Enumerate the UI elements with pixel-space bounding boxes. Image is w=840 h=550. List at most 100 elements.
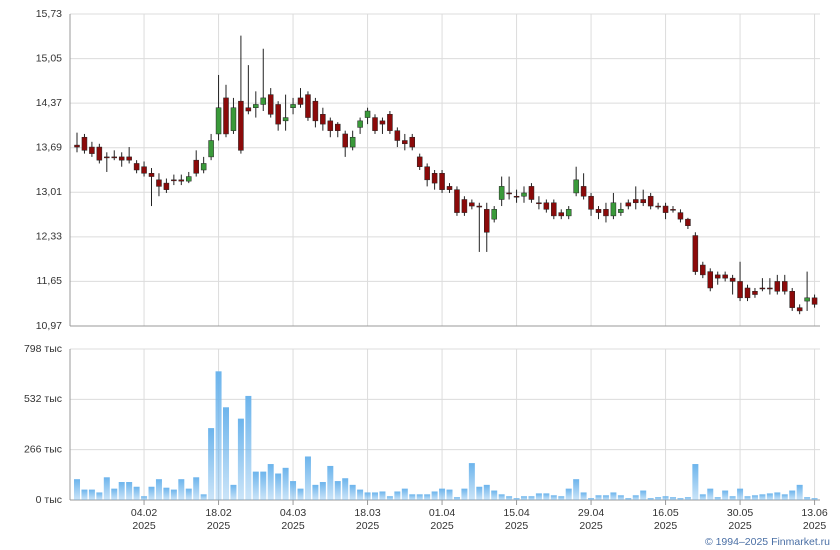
candle-body xyxy=(722,274,728,279)
volume-bar xyxy=(528,496,535,500)
volume-bar xyxy=(118,482,125,500)
candle-body xyxy=(163,182,170,190)
volume-bar xyxy=(349,484,356,500)
volume-bar xyxy=(237,418,244,500)
candle-body xyxy=(759,287,766,290)
candle-body xyxy=(282,117,289,122)
candle-body xyxy=(290,104,296,108)
volume-bar xyxy=(267,464,274,500)
volume-bar xyxy=(178,479,185,500)
candle-body xyxy=(543,202,550,210)
volume-bar xyxy=(483,484,490,500)
candle-body xyxy=(647,195,654,207)
volume-bar xyxy=(334,481,341,500)
volume-bar xyxy=(595,495,602,500)
x-tick-year: 2025 xyxy=(132,520,156,532)
volume-bar xyxy=(424,494,431,500)
candle-body xyxy=(230,107,237,131)
y-tick-label: 10,97 xyxy=(36,320,62,332)
volume-bar xyxy=(81,489,88,500)
volume-bar xyxy=(312,484,319,500)
y-tick-label: 13,69 xyxy=(36,141,62,153)
candle-body xyxy=(804,297,810,302)
candle-body xyxy=(208,140,214,158)
candle-body xyxy=(118,156,125,161)
x-tick-year: 2025 xyxy=(430,520,454,532)
candle-body xyxy=(335,123,341,131)
volume-bar xyxy=(208,428,215,500)
y-tick-label: 12,33 xyxy=(36,231,62,243)
candle-body xyxy=(565,209,572,217)
candle-body xyxy=(744,287,751,299)
volume-bar xyxy=(684,497,691,500)
candle-body xyxy=(342,133,348,148)
volume-bar xyxy=(103,477,110,500)
volume-bar xyxy=(751,495,758,500)
volume-bar xyxy=(602,495,609,500)
y-tick-label: 15,05 xyxy=(36,52,62,64)
candle-body xyxy=(89,146,95,154)
volume-bar xyxy=(416,494,423,500)
x-tick-year: 2025 xyxy=(281,520,305,532)
candle-body xyxy=(424,166,430,181)
x-tick-year: 2025 xyxy=(579,520,603,532)
volume-bar xyxy=(573,479,580,500)
x-tick-label: 04.02 xyxy=(131,507,157,519)
candle-body xyxy=(126,156,132,161)
volume-bar xyxy=(252,471,259,500)
x-tick-year: 2025 xyxy=(654,520,678,532)
candle-body xyxy=(811,297,818,305)
volume-bar xyxy=(111,488,118,500)
x-tick-year: 2025 xyxy=(803,520,827,532)
candle-body xyxy=(193,159,199,174)
volume-bar xyxy=(141,496,148,500)
volume-bar xyxy=(565,488,572,500)
candle-body xyxy=(96,146,103,161)
volume-bar xyxy=(729,496,736,500)
candle-body xyxy=(402,140,408,145)
volume-bar xyxy=(88,489,95,500)
candle-body xyxy=(245,107,252,112)
volume-bar xyxy=(223,407,230,500)
volume-bar xyxy=(558,496,565,500)
candle-body xyxy=(81,136,88,151)
volume-bar xyxy=(722,490,729,500)
candle-body xyxy=(446,186,453,190)
candle-body xyxy=(431,173,438,184)
candle-body xyxy=(312,100,319,122)
volume-bar xyxy=(290,481,297,500)
candle-body xyxy=(186,176,192,182)
candle-body xyxy=(528,186,535,200)
volume-bar xyxy=(319,482,326,500)
volume-bar xyxy=(148,486,155,500)
candle-body xyxy=(782,281,788,292)
volume-bar xyxy=(304,456,311,500)
candle-body xyxy=(707,271,714,289)
volume-bar xyxy=(476,486,483,500)
volume-bar xyxy=(364,492,371,500)
candle-body xyxy=(633,199,639,204)
candle-body xyxy=(297,97,304,105)
volume-bar xyxy=(431,491,438,500)
candle-body xyxy=(461,199,468,213)
candle-body xyxy=(305,94,311,118)
x-tick-label: 18.02 xyxy=(205,507,231,519)
candle-body xyxy=(200,163,207,171)
candle-body xyxy=(670,209,676,211)
volume-bar xyxy=(245,395,252,500)
volume-bar xyxy=(401,488,408,500)
candle-body xyxy=(677,212,684,220)
volume-bar xyxy=(461,488,468,500)
candle-body xyxy=(625,202,632,207)
candle-body xyxy=(685,218,691,226)
volume-bar xyxy=(766,493,773,500)
volume-bar xyxy=(699,494,706,500)
volume-bar xyxy=(200,494,207,500)
volume-bar xyxy=(625,498,632,500)
x-tick-label: 04.03 xyxy=(280,507,306,519)
candle-body xyxy=(141,166,147,174)
candle-body xyxy=(498,186,505,200)
candle-body xyxy=(767,287,773,290)
candle-body xyxy=(364,110,371,118)
